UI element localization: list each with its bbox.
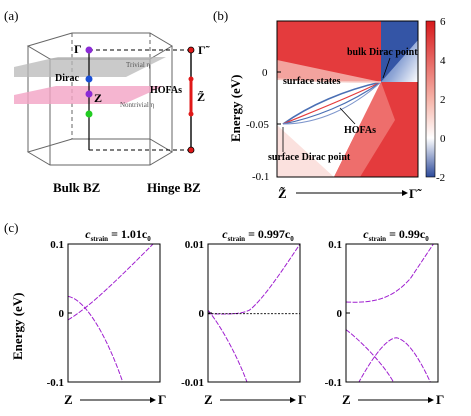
annot-surface-states: surface states: [283, 76, 341, 87]
nontrivial-label: Nontrivial η: [120, 101, 155, 109]
hinge-hofa-bottom: [188, 111, 194, 117]
ytick-label-1-1: 0: [199, 308, 205, 320]
hinge-gamma-point: [187, 46, 195, 54]
ytick-label-0-2: -0.1: [47, 377, 64, 389]
band-curve-1: [208, 309, 248, 382]
ylabel-b: Energy (eV): [228, 74, 243, 142]
xlabel-b-left: Z̃: [278, 186, 287, 201]
hinge-bz-label: Hinge BZ: [147, 180, 201, 195]
band-curve-2: [97, 381, 103, 382]
subplot-title-1: cstrain = 0.997c0: [222, 227, 294, 243]
hinge-hofa-top: [188, 76, 194, 82]
annot-surface-dirac: surface Dirac point: [268, 152, 351, 163]
cb-tick-2: 2: [440, 94, 446, 106]
subplot-0: 0.1 0 -0.1 cstrain = 1.01c0 Z Γ: [47, 227, 167, 407]
xaxis-arrowhead-2: [428, 397, 434, 403]
annot-bulk-dirac: bulk Dirac point: [347, 47, 418, 58]
colorbar: [425, 20, 436, 178]
subplot-title-2: cstrain = 0.99c0: [363, 227, 429, 243]
strain-subplots: 0.1 0 -0.1 cstrain = 1.01c0 Z Γ 0.01 0 -0.01 cstr…: [47, 227, 445, 407]
trivial-plane: [14, 57, 166, 77]
z-label: Z: [94, 91, 102, 105]
cb-tick-6: 6: [440, 16, 446, 28]
panel-label-b: (b): [213, 8, 228, 23]
band-curve-0: [68, 244, 154, 321]
xlabel-left-0: Z: [64, 392, 73, 407]
xaxis-arrowhead-0: [150, 397, 156, 403]
spectral-map: [277, 21, 418, 177]
ytick-label-b-2: -0.1: [252, 171, 269, 183]
cb-tick-4: 4: [440, 55, 446, 67]
xlabel-right-1: Γ: [298, 392, 306, 407]
band-curve-0: [346, 244, 435, 303]
z-point: [85, 90, 93, 98]
z-tilde-label: Z̃: [197, 90, 205, 104]
ylabel-c: Energy (eV): [10, 292, 25, 360]
arrow-hofas: [339, 107, 356, 125]
gamma-label: Γ: [74, 42, 82, 56]
xaxis-arrowhead-b: [402, 190, 408, 196]
hofas-label-a: HOFAs: [150, 85, 182, 96]
ytick-label-2-2: -0.1: [325, 377, 342, 389]
arrow-bulk-dirac: [382, 57, 391, 79]
subplot-2: 0.1 0 -0.1 cstrain = 0.99c0 Z Γ: [325, 227, 445, 407]
subplot-frame-0: [67, 243, 161, 383]
dirac-point: [85, 75, 93, 83]
subplot-frame-2: [345, 243, 439, 383]
xlabel-left-2: Z: [342, 392, 351, 407]
band-curve-0: [208, 244, 300, 315]
hinge-z-point: [187, 146, 195, 154]
xaxis-arrowhead-1: [290, 397, 296, 403]
ytick-label-2-1: 0: [337, 308, 343, 320]
band-curve-1: [346, 329, 394, 382]
ytick-label-2-0: 0.1: [328, 239, 342, 251]
subplot-title-0: cstrain = 1.01c0: [85, 227, 151, 243]
xlabel-right-2: Γ: [436, 392, 444, 407]
band-curve-1: [68, 295, 124, 382]
xlabel-left-1: Z: [204, 392, 213, 407]
gamma-tilde-label: Γ̃: [198, 43, 210, 57]
dirac-label: Dirac: [55, 73, 79, 84]
band-curve-2: [358, 337, 431, 382]
subplot-curves-2: [346, 244, 435, 382]
ytick-label-b-1: -0.05: [246, 119, 269, 131]
subplot-1: 0.01 0 -0.01 cstrain = 0.997c0 Z Γ: [181, 227, 306, 407]
trivial-label: Trivial η: [126, 61, 151, 69]
green-point: [85, 110, 93, 118]
ytick-label-b-0: 0: [262, 67, 268, 79]
panel-label-c: (c): [4, 220, 18, 235]
subplot-curves-0: [68, 244, 154, 382]
bulk-bz-label: Bulk BZ: [53, 180, 101, 195]
ytick-label-1-2: -0.01: [181, 377, 204, 389]
xlabel-right-0: Γ: [158, 392, 166, 407]
cb-tick-0: 0: [440, 133, 446, 145]
xlabel-b-right: Γ̃: [409, 186, 422, 201]
spectral-map-frame: [276, 20, 419, 178]
ytick-label-0-1: 0: [59, 308, 65, 320]
ytick-label-1-0: 0.01: [185, 239, 204, 251]
panel-label-a: (a): [4, 8, 18, 23]
subplot-curves-1: [208, 244, 300, 382]
annot-hofas: HOFAs: [344, 125, 376, 136]
cb-tick-m2: -2: [436, 172, 445, 184]
gamma-point: [85, 46, 93, 54]
ytick-label-0-0: 0.1: [50, 239, 64, 251]
